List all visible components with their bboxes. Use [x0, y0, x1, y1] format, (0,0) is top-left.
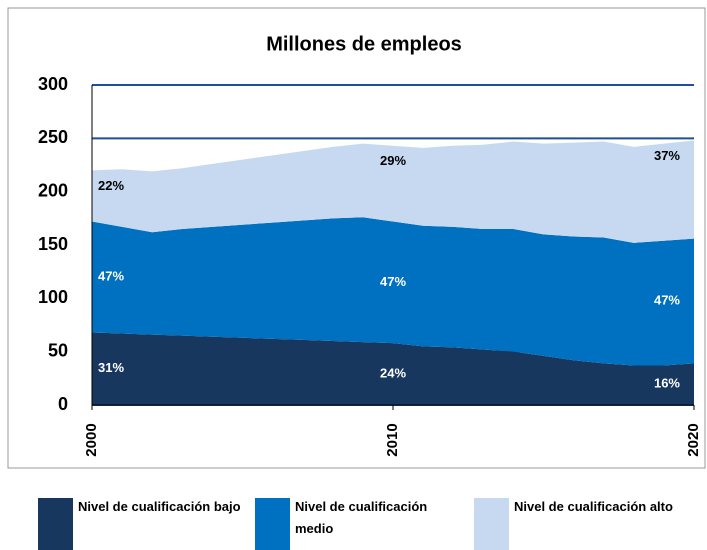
area [92, 217, 694, 366]
y-tick-label: 0 [58, 394, 68, 414]
y-tick-label: 100 [38, 287, 68, 307]
annotation: 37% [654, 148, 680, 163]
annotation: 24% [380, 366, 406, 381]
annotation: 47% [380, 274, 406, 289]
legend-swatch [38, 498, 73, 550]
annotation: 47% [98, 268, 124, 283]
legend-label: Nivel de cualificación medio [295, 499, 428, 536]
annotation: 22% [98, 178, 124, 193]
legend-swatch [255, 498, 290, 550]
x-tick-label: 2000 [83, 423, 100, 456]
y-tick-label: 200 [38, 180, 68, 200]
y-tick-label: 150 [38, 234, 68, 254]
legend-label: Nivel de cualificación alto [514, 499, 673, 514]
y-tick-label: 300 [38, 74, 68, 94]
x-tick-label: 2020 [685, 423, 702, 456]
area [92, 140, 694, 243]
y-tick-label: 250 [38, 127, 68, 147]
annotation: 31% [98, 360, 124, 375]
annotation: 16% [654, 376, 680, 391]
x-tick-label: 2010 [384, 423, 401, 456]
legend-swatch [474, 498, 509, 550]
annotation: 29% [380, 153, 406, 168]
legend-label: Nivel de cualificación bajo [78, 499, 241, 514]
annotation: 47% [654, 292, 680, 307]
chart-title: Millones de empleos [266, 33, 462, 55]
chart: Millones de empleos 0 50 100 150 200 250 300 20… [7, 7, 706, 469]
y-tick-label: 50 [48, 340, 68, 360]
area [92, 332, 694, 405]
